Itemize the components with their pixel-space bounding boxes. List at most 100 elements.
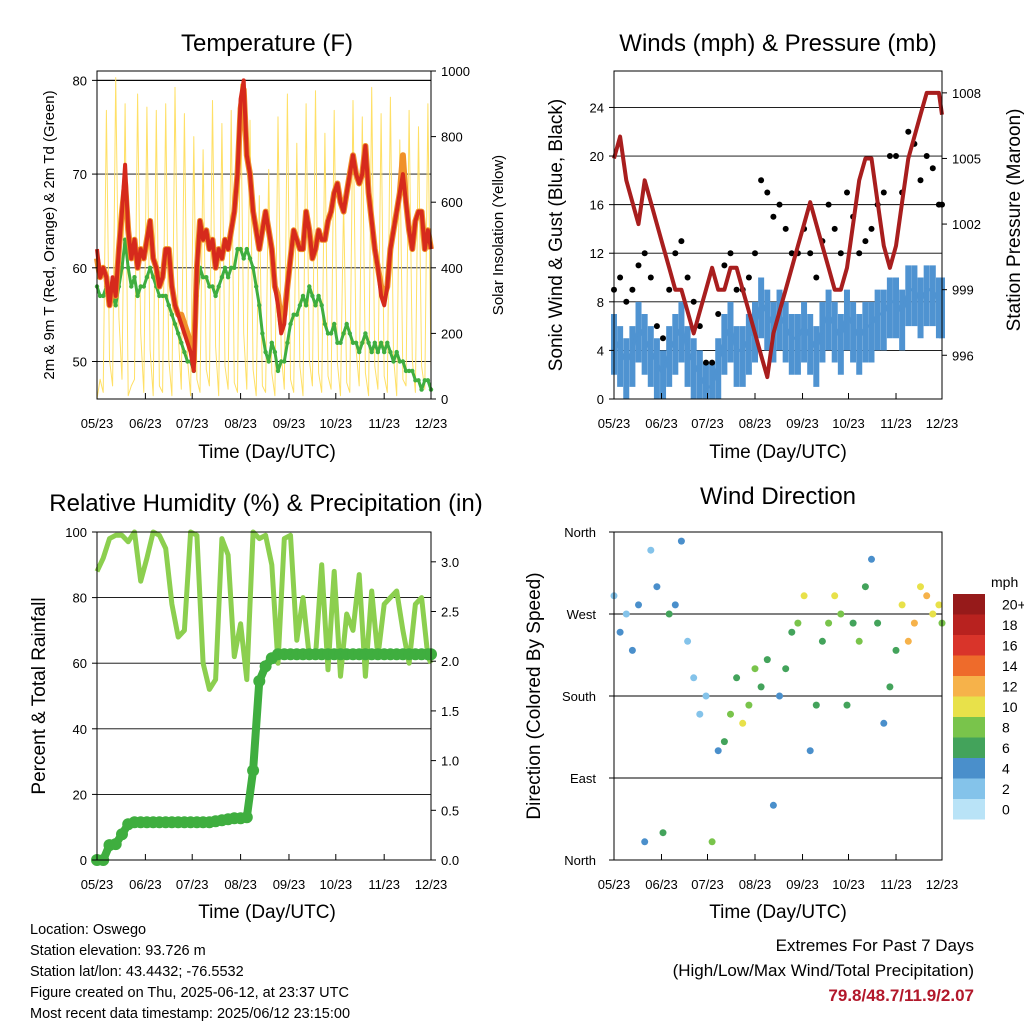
dewpoint-point bbox=[232, 265, 237, 270]
dewpoint-point bbox=[247, 256, 253, 261]
direction-point bbox=[849, 619, 857, 627]
y-tick-label: East bbox=[570, 771, 596, 786]
temperature-ylabel: 2m & 9m T (Red, Orange) & 2m Td (Green) bbox=[41, 90, 58, 379]
direction-point bbox=[684, 637, 692, 645]
temperature-series bbox=[94, 77, 434, 400]
gust-point bbox=[758, 177, 765, 184]
colorbar-label: 6 bbox=[1002, 740, 1010, 756]
temperature-title: Temperature (F) bbox=[181, 30, 353, 57]
gust-point bbox=[709, 359, 716, 366]
winds-x-ticks: 05/23 06/23 07/23 08/23 09/23 10/23 11/23 12/23 bbox=[598, 393, 958, 431]
direction-point bbox=[886, 683, 894, 691]
y-tick-label: West bbox=[567, 607, 597, 622]
dewpoint-point bbox=[129, 284, 134, 289]
x-tick-label: 11/23 bbox=[880, 416, 912, 431]
direction-point bbox=[733, 674, 741, 682]
dewpoint-point bbox=[126, 265, 131, 270]
y2-tick-label: 600 bbox=[441, 195, 463, 210]
direction-point bbox=[635, 601, 642, 609]
dewpoint-point bbox=[397, 359, 402, 364]
dewpoint-point bbox=[257, 303, 262, 308]
winds-series bbox=[611, 90, 945, 399]
dewpoint-point bbox=[210, 284, 215, 289]
dewpoint-point bbox=[285, 340, 290, 345]
gust-point bbox=[690, 298, 697, 305]
colorbar-label: 2 bbox=[1002, 781, 1010, 797]
y-tick-label: 4 bbox=[597, 343, 604, 358]
precip-line bbox=[97, 650, 432, 864]
x-tick-label: 11/23 bbox=[880, 877, 912, 892]
colorbar-swatch bbox=[953, 676, 985, 697]
x-tick-label: 08/23 bbox=[224, 416, 257, 431]
direction-point bbox=[874, 619, 882, 627]
direction-point bbox=[935, 601, 943, 609]
temperature-y-ticks: 50 60 70 80 bbox=[73, 73, 97, 370]
x-tick-label: 05/23 bbox=[81, 877, 114, 892]
direction-x-ticks: 05/23 06/23 07/23 08/23 09/23 10/23 11/23 12/23 bbox=[598, 854, 958, 892]
dewpoint-point bbox=[151, 275, 156, 280]
y-tick-label: 20 bbox=[73, 787, 87, 802]
colorbar-swatch bbox=[953, 594, 985, 615]
gust-point bbox=[696, 323, 703, 330]
temperature-plot-frame bbox=[96, 70, 432, 400]
dewpoint-point bbox=[254, 284, 259, 289]
direction-series bbox=[610, 537, 946, 846]
gust-point bbox=[837, 250, 844, 257]
gust-point bbox=[886, 153, 893, 159]
dewpoint-point bbox=[119, 265, 125, 270]
dewpoint-point bbox=[313, 303, 318, 308]
dewpoint-point bbox=[250, 265, 256, 270]
direction-point bbox=[818, 637, 826, 645]
dewpoint-point bbox=[222, 265, 228, 270]
gust-point bbox=[733, 286, 740, 293]
dewpoint-point bbox=[372, 340, 377, 345]
dewpoint-point bbox=[176, 331, 181, 336]
gust-point bbox=[641, 250, 648, 257]
humidity-ylabel: Percent & Total Rainfall bbox=[29, 597, 50, 794]
direction-point bbox=[677, 537, 685, 545]
dewpoint-point bbox=[341, 331, 346, 336]
gust-point bbox=[813, 274, 820, 281]
dewpoint-point bbox=[307, 284, 312, 289]
dewpoint-point bbox=[391, 359, 396, 364]
dewpoint-point bbox=[375, 349, 381, 355]
direction-point bbox=[892, 646, 900, 654]
direction-point bbox=[800, 592, 808, 600]
gust-point bbox=[666, 286, 673, 293]
x-tick-label: 11/23 bbox=[368, 416, 400, 431]
gust-point bbox=[893, 153, 899, 159]
y2-tick-label: 0 bbox=[441, 392, 448, 407]
dewpoint-point bbox=[366, 340, 371, 345]
dewpoint-point bbox=[294, 312, 299, 317]
precip-point bbox=[253, 675, 266, 688]
humidity-series bbox=[91, 529, 437, 866]
direction-point bbox=[812, 701, 820, 709]
dewpoint-point bbox=[263, 349, 268, 355]
dewpoint-point bbox=[204, 275, 209, 280]
created-text: Figure created on Thu, 2025-06-12, at 23… bbox=[30, 985, 349, 1001]
dewpoint-point bbox=[272, 349, 278, 355]
y-tick-label: 60 bbox=[73, 656, 87, 671]
direction-point bbox=[898, 601, 906, 609]
gust-point bbox=[647, 274, 654, 281]
solar-insolation-line bbox=[96, 77, 432, 400]
y2-tick-label: 1005 bbox=[952, 151, 981, 166]
extremes-box: Extremes For Past 7 Days (High/Low/Max W… bbox=[673, 933, 974, 1008]
colorbar-swatch bbox=[953, 758, 985, 779]
direction-point bbox=[720, 738, 728, 746]
gust-point bbox=[917, 177, 924, 184]
colorbar-label: 16 bbox=[1002, 637, 1018, 653]
gust-point bbox=[715, 311, 722, 317]
gust-point bbox=[868, 225, 875, 232]
x-tick-label: 12/23 bbox=[415, 416, 448, 431]
colorbar-label: 20+ bbox=[1002, 596, 1024, 612]
direction-point bbox=[861, 583, 869, 591]
dewpoint-point bbox=[369, 349, 374, 355]
solar-ylabel: Solar Insolation (Yellow) bbox=[490, 155, 507, 315]
colorbar-label: 0 bbox=[1002, 801, 1010, 817]
direction-point bbox=[825, 619, 833, 627]
dewpoint-point bbox=[310, 293, 315, 299]
direction-point bbox=[837, 610, 845, 618]
x-tick-label: 05/23 bbox=[598, 877, 631, 892]
direction-point bbox=[702, 692, 710, 700]
